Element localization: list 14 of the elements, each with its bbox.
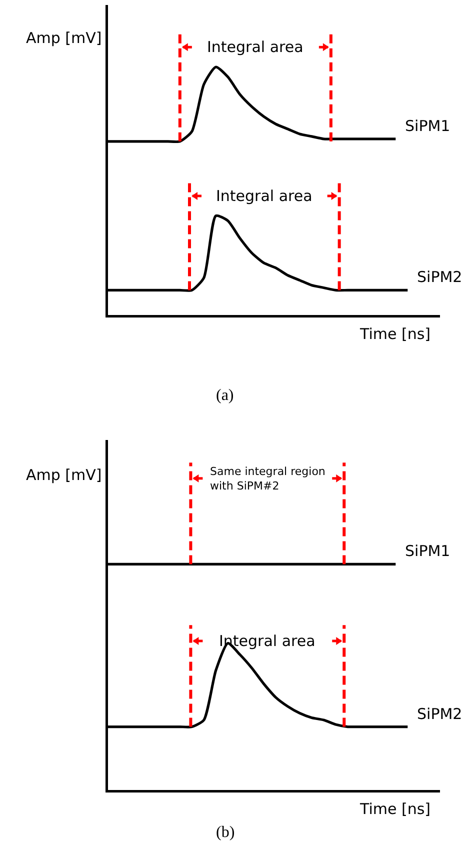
- x-axis-title: Time [ns]: [359, 325, 431, 343]
- series-label: SiPM2: [417, 268, 462, 286]
- y-axis-title: Amp [mV]: [26, 29, 102, 47]
- annotation: Integral area: [216, 187, 312, 205]
- series-label: SiPM2: [417, 705, 462, 723]
- text: (a): [216, 387, 234, 404]
- annotation: Integral area: [219, 632, 316, 650]
- series-label: SiPM1: [405, 117, 450, 135]
- text: Integral area: [207, 38, 304, 56]
- series-label: SiPM1: [405, 542, 450, 560]
- text: Same integral region with SiPM#2: [210, 465, 326, 492]
- y-axis-title: Amp [mV]: [26, 466, 102, 484]
- text: (b): [216, 824, 235, 841]
- x-axis-title: Time [ns]: [359, 800, 431, 818]
